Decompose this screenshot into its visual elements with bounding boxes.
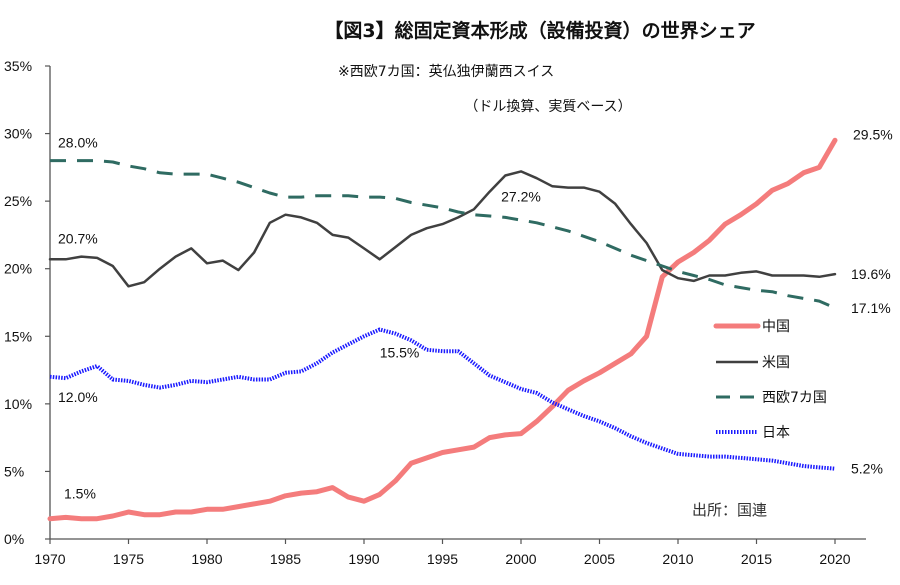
- data-label: 5.2%: [851, 461, 883, 477]
- x-tick-label: 2000: [505, 551, 536, 567]
- x-tick-label: 2015: [741, 551, 772, 567]
- y-tick-label: 10%: [4, 396, 32, 412]
- data-label: 27.2%: [501, 188, 541, 204]
- y-tick-label: 0%: [4, 531, 24, 547]
- legend-item-china: 中国: [713, 319, 790, 335]
- x-tick-label: 1990: [348, 551, 379, 567]
- legend: 中国 米国 西欧7カ国 日本: [713, 319, 827, 441]
- data-label: 17.1%: [851, 300, 891, 316]
- x-tick-label: 1985: [270, 551, 301, 567]
- x-tick-label: 2005: [584, 551, 615, 567]
- legend-item-japan: 日本: [716, 425, 790, 441]
- legend-label-china: 中国: [762, 319, 790, 335]
- legend-item-usa: 米国: [716, 355, 790, 371]
- data-label: 19.6%: [851, 266, 891, 282]
- x-tick-label: 1975: [113, 551, 144, 567]
- source-label: 出所：国連: [692, 501, 767, 519]
- series-line-china: [47, 137, 838, 522]
- chart-note: （ドル換算、実質ベース）: [464, 99, 631, 115]
- x-tick-label: 2020: [819, 551, 850, 567]
- data-label: 1.5%: [64, 486, 96, 502]
- legend-label-usa: 米国: [762, 355, 790, 371]
- data-label: 15.5%: [380, 345, 420, 361]
- axes: [49, 66, 866, 540]
- x-tick-label: 1970: [34, 551, 65, 567]
- legend-label-japan: 日本: [762, 425, 790, 441]
- data-label: 28.0%: [58, 135, 98, 151]
- legend-item-western-europe: 西欧7カ国: [716, 390, 827, 406]
- x-tick-label: 2010: [662, 551, 693, 567]
- x-tick-label: 1980: [191, 551, 222, 567]
- chart-subtitle: ※西欧7カ国：英仏独伊蘭西スイス: [338, 63, 554, 80]
- data-label: 29.5%: [853, 126, 893, 142]
- chart-title: 【図3】総固定資本形成（設備投資）の世界シェア: [324, 19, 755, 42]
- y-tick-label: 15%: [4, 328, 32, 344]
- y-tick-label: 5%: [4, 463, 24, 479]
- x-tick-label: 1995: [427, 551, 458, 567]
- legend-label-western-europe: 西欧7カ国: [762, 390, 827, 406]
- y-tick-label: 30%: [4, 126, 32, 142]
- series-line-japan: [49, 327, 836, 471]
- data-label: 20.7%: [58, 230, 98, 246]
- data-label: 12.0%: [58, 389, 98, 405]
- y-tick-label: 20%: [4, 261, 32, 277]
- y-tick-label: 25%: [4, 193, 32, 209]
- y-tick-label: 35%: [4, 58, 32, 74]
